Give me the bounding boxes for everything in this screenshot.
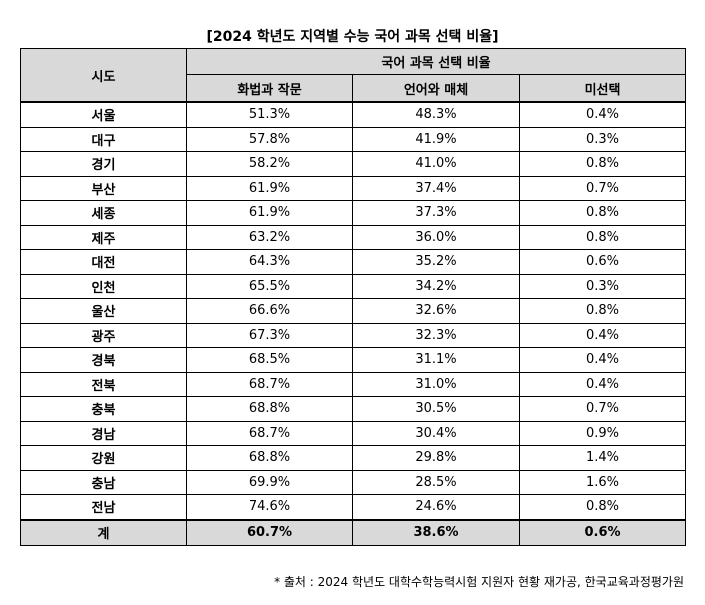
table-row: 부산 61.9% 37.4% 0.7% [20, 175, 687, 201]
unselected-cell: 0.6% [518, 249, 687, 275]
region-cell: 인천 [20, 273, 187, 299]
language-media-cell: 35.2% [352, 249, 520, 275]
language-media-cell: 37.3% [352, 200, 520, 226]
language-media-cell: 31.0% [352, 371, 520, 397]
table-row: 광주 67.3% 32.3% 0.4% [20, 322, 687, 348]
speech-writing-cell: 68.8% [186, 396, 353, 422]
unselected-cell: 0.4% [518, 371, 687, 397]
region-cell: 전북 [20, 371, 187, 397]
speech-writing-cell: 51.3% [186, 101, 353, 128]
unselected-cell: 0.7% [518, 396, 687, 422]
region-cell: 충북 [20, 396, 187, 422]
speech-writing-cell: 68.5% [186, 347, 353, 373]
unselected-cell: 0.4% [518, 322, 687, 348]
unselected-cell: 0.8% [518, 224, 687, 250]
table-row: 전북 68.7% 31.0% 0.4% [20, 371, 687, 397]
table-row: 서울 51.3% 48.3% 0.4% [20, 101, 687, 128]
table-row: 경기 58.2% 41.0% 0.8% [20, 151, 687, 177]
unselected-cell: 0.7% [518, 175, 687, 201]
column-header-language-media: 언어와 매체 [352, 74, 520, 103]
speech-writing-cell: 61.9% [186, 200, 353, 226]
speech-writing-cell: 64.3% [186, 249, 353, 275]
table-row: 세종 61.9% 37.3% 0.8% [20, 200, 687, 226]
table-row: 충북 68.8% 30.5% 0.7% [20, 396, 687, 422]
language-media-cell: 36.0% [352, 224, 520, 250]
unselected-cell: 0.4% [518, 101, 687, 128]
unselected-cell: 0.3% [518, 273, 687, 299]
speech-writing-cell: 74.6% [186, 494, 353, 520]
region-column-header: 시도 [20, 48, 187, 103]
language-media-cell: 32.6% [352, 298, 520, 324]
table-row: 울산 66.6% 32.6% 0.8% [20, 298, 687, 324]
region-cell: 광주 [20, 322, 187, 348]
table-row: 경남 68.7% 30.4% 0.9% [20, 420, 687, 446]
unselected-cell: 0.9% [518, 420, 687, 446]
unselected-cell: 0.4% [518, 347, 687, 373]
language-media-cell: 28.5% [352, 469, 520, 495]
table-row: 경북 68.5% 31.1% 0.4% [20, 347, 687, 373]
region-cell: 대구 [20, 126, 187, 152]
language-media-cell: 32.3% [352, 322, 520, 348]
language-media-cell: 31.1% [352, 347, 520, 373]
language-media-cell: 48.3% [352, 101, 520, 128]
speech-writing-cell: 57.8% [186, 126, 353, 152]
region-cell: 경북 [20, 347, 187, 373]
unselected-cell: 0.8% [518, 200, 687, 226]
table-row: 제주 63.2% 36.0% 0.8% [20, 224, 687, 250]
selection-ratio-table: 시도 국어 과목 선택 비율 화법과 작문 언어와 매체 미선택 서울 51.3… [20, 48, 687, 546]
table-row: 인천 65.5% 34.2% 0.3% [20, 273, 687, 299]
table-row: 전남 74.6% 24.6% 0.8% [20, 494, 687, 520]
speech-writing-cell: 61.9% [186, 175, 353, 201]
total-speech-writing: 60.7% [186, 518, 353, 546]
table-row: 대구 57.8% 41.9% 0.3% [20, 126, 687, 152]
source-footnote: * 출처 : 2024 학년도 대학수학능력시험 지원자 현황 재가공, 한국교… [274, 575, 684, 589]
unselected-cell: 1.4% [518, 445, 687, 471]
region-cell: 세종 [20, 200, 187, 226]
table-title: [2024 학년도 지역별 수능 국어 과목 선택 비율] [206, 29, 499, 45]
region-cell: 울산 [20, 298, 187, 324]
total-unselected: 0.6% [518, 518, 687, 546]
region-cell: 강원 [20, 445, 187, 471]
speech-writing-cell: 68.7% [186, 371, 353, 397]
language-media-cell: 30.5% [352, 396, 520, 422]
unselected-cell: 0.8% [518, 151, 687, 177]
region-cell: 서울 [20, 101, 187, 128]
speech-writing-cell: 67.3% [186, 322, 353, 348]
language-media-cell: 37.4% [352, 175, 520, 201]
unselected-cell: 0.8% [518, 298, 687, 324]
unselected-cell: 0.8% [518, 494, 687, 520]
speech-writing-cell: 68.8% [186, 445, 353, 471]
region-cell: 제주 [20, 224, 187, 250]
speech-writing-cell: 65.5% [186, 273, 353, 299]
column-header-speech-writing: 화법과 작문 [186, 74, 353, 103]
unselected-cell: 0.3% [518, 126, 687, 152]
language-media-cell: 41.0% [352, 151, 520, 177]
total-label: 계 [20, 518, 187, 546]
region-cell: 부산 [20, 175, 187, 201]
language-media-cell: 41.9% [352, 126, 520, 152]
region-cell: 대전 [20, 249, 187, 275]
language-media-cell: 29.8% [352, 445, 520, 471]
total-language-media: 38.6% [352, 518, 520, 546]
unselected-cell: 1.6% [518, 469, 687, 495]
language-media-cell: 30.4% [352, 420, 520, 446]
column-header-unselected: 미선택 [518, 74, 687, 103]
table-row: 강원 68.8% 29.8% 1.4% [20, 445, 687, 471]
total-row: 계 60.7% 38.6% 0.6% [20, 518, 687, 546]
table-row: 충남 69.9% 28.5% 1.6% [20, 469, 687, 495]
table-row: 대전 64.3% 35.2% 0.6% [20, 249, 687, 275]
speech-writing-cell: 58.2% [186, 151, 353, 177]
region-cell: 경남 [20, 420, 187, 446]
language-media-cell: 24.6% [352, 494, 520, 520]
region-cell: 경기 [20, 151, 187, 177]
language-media-cell: 34.2% [352, 273, 520, 299]
speech-writing-cell: 69.9% [186, 469, 353, 495]
speech-writing-cell: 66.6% [186, 298, 353, 324]
speech-writing-cell: 63.2% [186, 224, 353, 250]
region-cell: 전남 [20, 494, 187, 520]
group-column-header: 국어 과목 선택 비율 [185, 48, 687, 75]
speech-writing-cell: 68.7% [186, 420, 353, 446]
region-cell: 충남 [20, 469, 187, 495]
